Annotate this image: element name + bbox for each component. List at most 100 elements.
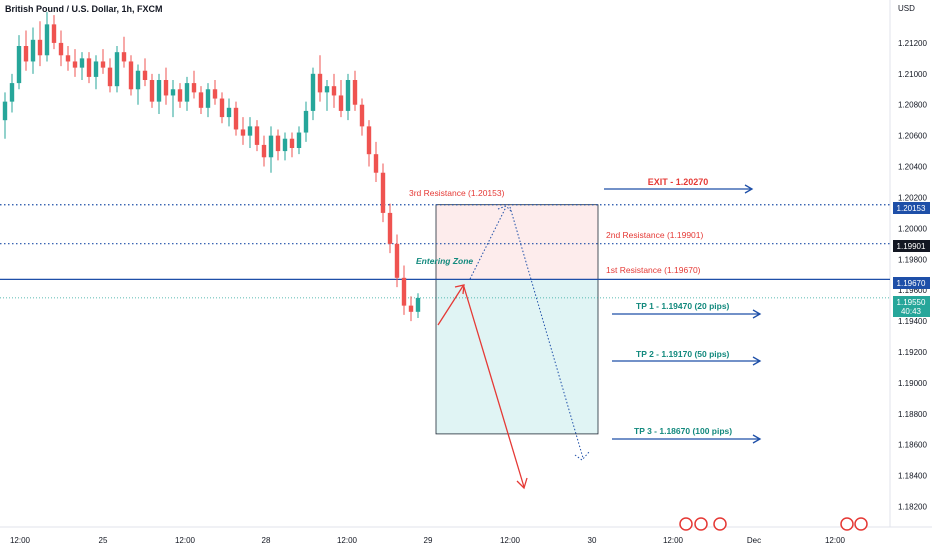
y-tick-label: 1.21200 [898,39,927,48]
candle-body [387,212,393,244]
event-flag-icon [854,517,868,531]
alt-up-path [469,206,507,280]
y-tick-label: 1.19000 [898,379,927,388]
x-tick-label: 12:00 [175,536,196,545]
candle-body [2,101,8,121]
tp1-label: TP 1 - 1.19470 (20 pips) [636,301,730,311]
x-tick-label: 30 [588,536,597,545]
candle-body [9,83,15,102]
candle-body [184,83,190,102]
badge-r2: 1.19901 [897,242,926,251]
reward-zone [436,279,598,434]
y-tick-label: 1.19400 [898,317,927,326]
y-tick-label: 1.21000 [898,70,927,79]
candle-body [79,58,85,68]
y-tick-label: 1.19200 [898,348,927,357]
candles [2,12,421,322]
badge-r1: 1.19670 [897,279,926,288]
x-tick-label: 12:00 [663,536,684,545]
candle-body [142,70,148,80]
candle-body [51,24,57,43]
candle-body [282,138,288,152]
candle-body [233,107,239,130]
resistance-1-label: 1st Resistance (1.19670) [606,265,701,275]
candle-body [128,61,134,90]
chart-title: British Pound / U.S. Dollar, 1h, FXCM [5,4,163,14]
y-tick-label: 1.20400 [898,163,927,172]
x-tick-label: 29 [424,536,433,545]
candle-body [303,110,309,133]
badge-r3: 1.20153 [897,204,926,213]
candle-body [394,243,400,278]
tp3-label: TP 3 - 1.18670 (100 pips) [634,426,732,436]
candle-body [331,86,337,96]
candle-body [296,132,302,148]
candle-body [240,129,246,136]
economic-events[interactable] [679,517,868,531]
candle-body [352,80,358,105]
candle-body [23,46,29,62]
y-tick-label: 1.20800 [898,101,927,110]
candle-body [16,46,22,84]
candle-body [30,39,36,62]
candle-body [72,61,78,68]
candle-body [191,83,197,93]
candle-body [100,61,106,68]
candle-body [44,24,50,56]
resistance-3-label: 3rd Resistance (1.20153) [409,188,505,198]
risk-zone [436,204,598,280]
event-flag-icon [694,517,708,531]
candle-body [247,126,253,136]
candle-body [261,144,267,158]
candle-body [275,135,281,152]
y-tick-label: 1.20000 [898,224,927,233]
entry-up-arrow-head [454,284,465,295]
currency-label: USD [898,4,915,13]
tp2-arrow-head [752,356,762,366]
candle-body [135,70,141,90]
candle-body [345,80,351,111]
entry-down-arrow-head [516,477,528,490]
x-tick-label: 12:00 [337,536,358,545]
x-tick-label: 25 [99,536,108,545]
candle-body [338,95,344,111]
candle-body [310,73,316,111]
candle-body [219,98,225,118]
price-badges: 1.20153 1.19901 1.19670 1.19550 40:43 [893,202,930,317]
tp1-arrow-head [752,309,762,319]
candle-body [37,39,43,56]
candle-body [121,52,127,62]
candle-body [149,80,155,102]
badge-current: 1.19550 [897,298,926,307]
level-lines [0,204,890,299]
y-tick-label: 1.18800 [898,410,927,419]
candle-body [401,277,407,306]
candle-body [86,58,92,77]
candle-body [373,154,379,173]
candle-body [114,52,120,87]
x-tick-label: 12:00 [10,536,31,545]
candle-body [93,61,99,77]
candle-body [254,126,260,145]
y-tick-label: 1.20600 [898,132,927,141]
price-axis: 1.21200 1.21000 1.20800 1.20600 1.20400 1.202… [898,39,927,512]
x-tick-label: 12:00 [500,536,521,545]
candle-body [324,86,330,93]
entering-zone-label: Entering Zone [416,256,473,266]
candle-body [205,89,211,108]
candle-body [289,138,295,148]
y-tick-label: 1.20200 [898,193,927,202]
y-tick-label: 1.19800 [898,255,927,264]
candle-body [156,80,162,102]
tp3-arrow-head [752,434,762,444]
resistance-2-label: 2nd Resistance (1.19901) [606,230,704,240]
candle-body [359,104,365,127]
candle-body [65,55,71,62]
candle-body [163,80,169,96]
candle-body [58,42,64,56]
y-tick-label: 1.18200 [898,503,927,512]
exit-arrow-head [744,184,754,194]
entry-up-arrow [437,285,464,326]
x-tick-label: Dec [747,536,761,545]
